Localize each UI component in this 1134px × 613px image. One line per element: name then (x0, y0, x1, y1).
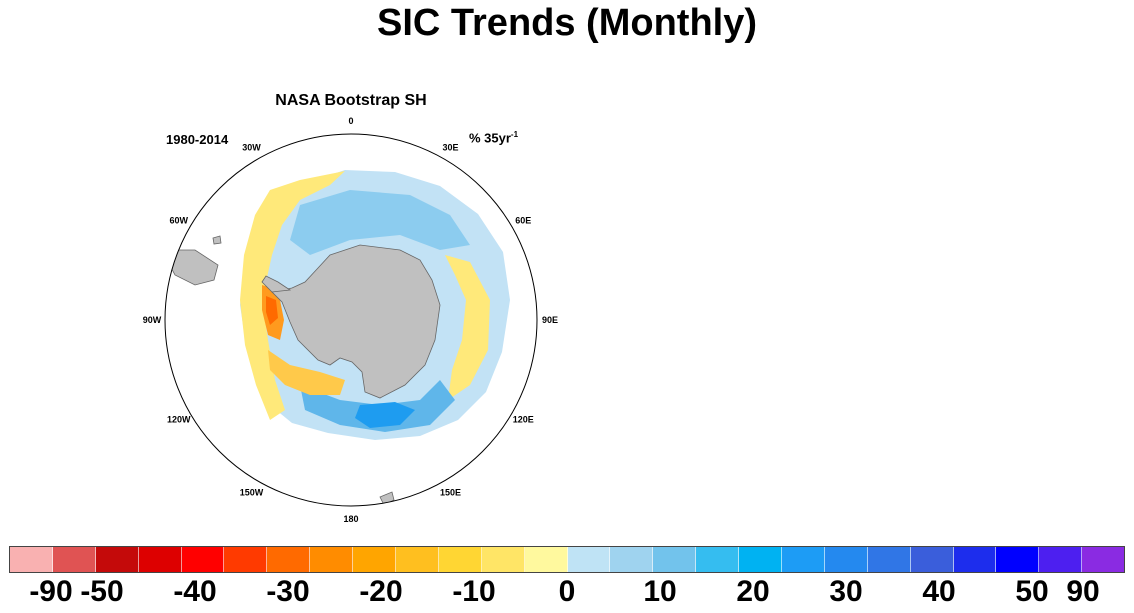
longitude-label: 90E (542, 315, 558, 325)
colorbar-cell (996, 547, 1040, 572)
trend-field (167, 170, 510, 506)
polar-map: 0 30E 60E 90E 120E 150E 180 150W 120W 90W 60W 30W (143, 116, 558, 524)
colorbar-cell (438, 547, 482, 572)
colorbar-cell (181, 547, 225, 572)
map-boundary (164, 133, 538, 507)
longitude-label: 180 (343, 514, 358, 524)
colorbar-tick-label: 90 (1066, 575, 1100, 608)
colorbar-cell (353, 547, 397, 572)
panel-title: NASA Bootstrap SH (275, 92, 427, 109)
colorbar-cell (653, 547, 697, 572)
colorbar-cell (396, 547, 439, 572)
colorbar-tick-label: -90 (29, 575, 73, 608)
colorbar-tick-label: -30 (266, 575, 310, 608)
colorbar-cell (824, 547, 868, 572)
longitude-label: 60E (515, 216, 531, 226)
longitude-label: 0 (348, 116, 353, 126)
colorbar-cell (1039, 547, 1083, 572)
colorbar-cell (739, 547, 783, 572)
positive-patch-peninsula-core (266, 296, 278, 325)
units-label: % 35yr-1 (469, 130, 518, 145)
colorbar-tick-label: 40 (922, 575, 956, 608)
longitude-label: 60W (169, 216, 188, 226)
colorbar-cell (567, 547, 611, 572)
colorbar-cell (610, 547, 654, 572)
positive-band-east (445, 255, 490, 400)
colorbar-cell (481, 547, 525, 572)
longitude-label: 120W (167, 415, 191, 425)
figure-title: SIC Trends (Monthly) (377, 2, 757, 44)
period-label: 1980-2014 (166, 132, 229, 147)
colorbar-cell (138, 547, 182, 572)
colorbar-tick-label: -50 (80, 575, 124, 608)
falkland-islands (212, 235, 222, 245)
south-america-tip (167, 249, 219, 286)
colorbar-tick-label: -40 (173, 575, 217, 608)
colorbar (9, 546, 1125, 573)
colorbar-tick-label: -10 (452, 575, 496, 608)
colorbar-cell (310, 547, 354, 572)
colorbar-tick-label: 20 (736, 575, 770, 608)
colorbar-cell (267, 547, 311, 572)
positive-band-west (240, 171, 345, 420)
antarctic-peninsula (261, 275, 292, 293)
colorbar-cell (524, 547, 568, 572)
longitude-labels: 0 30E 60E 90E 120E 150E 180 150W 120W 90W 60W 30W (143, 116, 558, 524)
units-exponent: -1 (510, 130, 519, 139)
colorbar-cell (782, 547, 825, 572)
longitude-label: 120E (513, 415, 534, 425)
colorbar-tick-label: 0 (558, 575, 576, 608)
colorbar-tick-label: -20 (359, 575, 403, 608)
colorbar-cell (95, 547, 139, 572)
longitude-label: 90W (143, 315, 162, 325)
colorbar-cell (696, 547, 740, 572)
units-text: % 35yr (469, 130, 511, 146)
colorbar-tick-label: 30 (829, 575, 863, 608)
longitude-label: 150E (440, 487, 461, 497)
longitude-label: 30W (242, 143, 261, 153)
negative-patch-core (355, 402, 415, 428)
colorbar-cell (867, 547, 911, 572)
colorbar-cell (10, 547, 53, 572)
negative-patch-north (290, 190, 470, 255)
longitude-label: 150W (240, 487, 264, 497)
colorbar-cell (224, 547, 268, 572)
colorbar-cell (1082, 547, 1125, 572)
colorbar-cell (953, 547, 997, 572)
colorbar-cell (52, 547, 96, 572)
longitude-label: 30E (442, 143, 458, 153)
colorbar-cell (910, 547, 954, 572)
positive-patch-amundsen (268, 350, 345, 395)
colorbar-tick-label: 50 (1015, 575, 1049, 608)
colorbar-tick-label: 10 (643, 575, 677, 608)
